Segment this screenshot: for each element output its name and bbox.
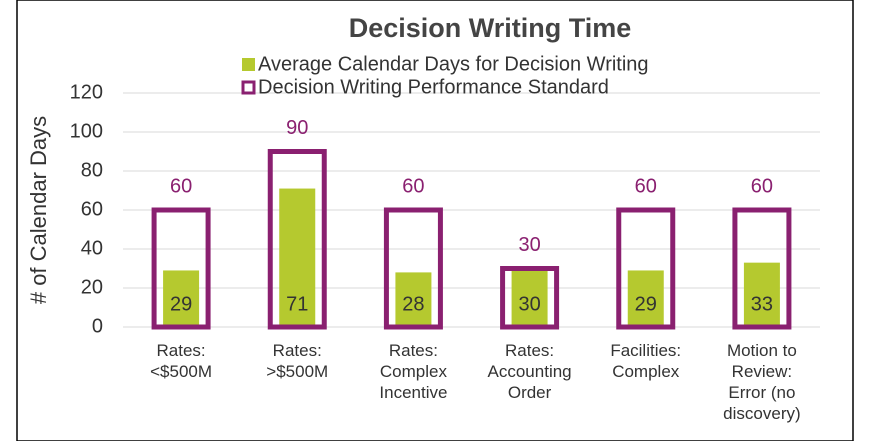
x-tick-label: Rates: Accounting Order bbox=[488, 341, 572, 402]
y-tick-label: 60 bbox=[81, 198, 103, 220]
x-tick-line: Rates: bbox=[273, 341, 322, 360]
average-bar bbox=[163, 270, 200, 327]
average-bar bbox=[511, 268, 548, 327]
x-tick-line: <$500M bbox=[150, 362, 212, 381]
x-tick-line: Rates: bbox=[389, 341, 438, 360]
x-tick-line: Incentive bbox=[379, 383, 447, 402]
frame bbox=[16, 0, 854, 441]
x-tick-label: Rates: >$500M bbox=[266, 341, 328, 381]
y-tick-label: 40 bbox=[81, 237, 103, 259]
standard-bar bbox=[151, 207, 211, 330]
x-tick-line: Complex bbox=[380, 362, 448, 381]
value-label: 60 bbox=[635, 175, 657, 197]
standard-bar bbox=[500, 266, 560, 330]
y-tick-label: 20 bbox=[81, 276, 103, 298]
x-tick-label: Motion to Review: Error (no discovery) bbox=[723, 341, 800, 423]
x-tick-line: Rates: bbox=[505, 341, 554, 360]
legend-label: Average Calendar Days for Decision Writi… bbox=[258, 53, 649, 75]
standard-bar bbox=[616, 207, 676, 330]
x-tick-label: Rates: Complex Incentive bbox=[379, 341, 447, 402]
value-label: 28 bbox=[402, 293, 424, 315]
value-label: 29 bbox=[170, 293, 192, 315]
y-tick-label: 100 bbox=[70, 120, 103, 142]
x-tick-line: Motion to bbox=[727, 341, 797, 360]
value-label: 33 bbox=[751, 293, 773, 315]
x-tick-line: Error (no bbox=[728, 383, 795, 402]
x-tick-line: Facilities: bbox=[610, 341, 681, 360]
standard-bar bbox=[383, 207, 443, 330]
value-label: 29 bbox=[635, 293, 657, 315]
chart-title: Decision Writing Time bbox=[349, 13, 632, 43]
x-tick-line: >$500M bbox=[266, 362, 328, 381]
value-label: 30 bbox=[518, 234, 540, 256]
x-tick-line: Review: bbox=[732, 362, 792, 381]
average-bar bbox=[627, 270, 664, 327]
value-label: 60 bbox=[402, 175, 424, 197]
x-tick-line: Complex bbox=[612, 362, 680, 381]
average-bar bbox=[743, 262, 780, 327]
x-tick-line: Rates: bbox=[157, 341, 206, 360]
standard-bar bbox=[732, 207, 792, 330]
value-label: 71 bbox=[286, 293, 308, 315]
value-label: 30 bbox=[518, 293, 540, 315]
legend-label: Decision Writing Performance Standard bbox=[258, 76, 609, 98]
y-tick-label: 80 bbox=[81, 159, 103, 181]
x-tick-label: Rates: <$500M bbox=[150, 341, 212, 381]
average-bar bbox=[279, 188, 316, 327]
y-tick-label: 0 bbox=[92, 315, 103, 337]
y-tick-label: 120 bbox=[70, 81, 103, 103]
x-tick-label: Facilities: Complex bbox=[610, 341, 681, 381]
standard-bar bbox=[267, 149, 327, 330]
legend-swatch bbox=[242, 58, 255, 71]
legend-swatch bbox=[241, 80, 256, 95]
x-tick-line: Order bbox=[508, 383, 552, 402]
x-tick-line: discovery) bbox=[723, 404, 800, 423]
value-label: 90 bbox=[286, 117, 308, 139]
y-axis-label: # of Calendar Days bbox=[26, 116, 51, 304]
value-label: 60 bbox=[751, 175, 773, 197]
x-tick-line: Accounting bbox=[488, 362, 572, 381]
value-label: 60 bbox=[170, 175, 192, 197]
average-bar bbox=[395, 272, 432, 327]
